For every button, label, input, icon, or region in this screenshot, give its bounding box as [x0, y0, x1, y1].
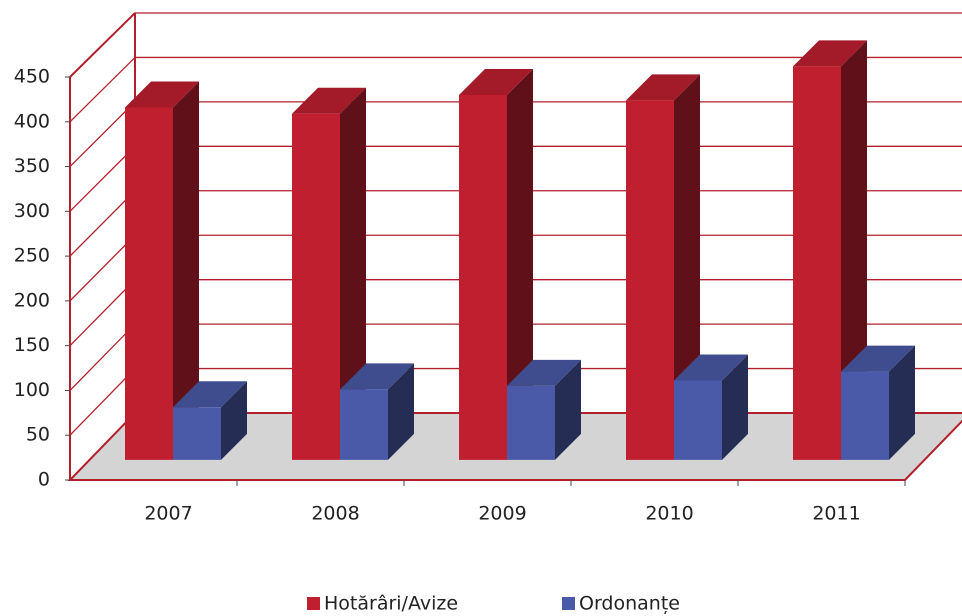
grid-line — [69, 368, 136, 436]
bar-top — [340, 363, 414, 390]
x-tick-label: 2010 — [645, 503, 693, 525]
bar — [459, 94, 507, 460]
bar-side — [555, 359, 581, 460]
bar — [793, 66, 841, 460]
bar-top — [507, 359, 581, 386]
bar-side — [722, 354, 748, 460]
bar-side — [173, 81, 199, 460]
y-tick-label: 100 — [14, 379, 50, 401]
bar — [626, 100, 674, 460]
y-tick-label: 350 — [14, 155, 50, 177]
legend-swatch — [562, 597, 575, 610]
grid-line — [69, 56, 136, 123]
bar-side — [221, 381, 247, 460]
y-tick-label: 250 — [14, 245, 50, 267]
bar-top — [674, 354, 748, 381]
bar-top — [173, 381, 247, 408]
bar-top — [292, 87, 366, 114]
y-tick-label: 300 — [14, 200, 50, 222]
y-tick-label: 450 — [14, 66, 50, 88]
grid-line — [69, 145, 136, 212]
bar-top — [841, 345, 915, 372]
bar-top — [793, 40, 867, 67]
legend-label: Ordonanțe — [579, 593, 680, 615]
bar-side — [340, 87, 366, 460]
grid-line — [69, 412, 136, 481]
bar-side — [388, 363, 414, 460]
grid-line — [69, 234, 136, 302]
bar — [125, 107, 173, 460]
bar-side — [507, 68, 533, 460]
bar-top — [626, 74, 700, 101]
y-tick-label: 0 — [38, 469, 50, 491]
grid-line — [69, 12, 136, 78]
bar-top — [125, 81, 199, 108]
y-tick-label: 150 — [14, 334, 50, 356]
bar-top — [459, 68, 533, 95]
y-tick-label: 50 — [26, 424, 50, 446]
bar — [841, 371, 889, 460]
x-tick-label: 2011 — [812, 503, 860, 525]
bar — [674, 380, 722, 460]
x-tick-label: 2009 — [478, 503, 526, 525]
bar-side — [889, 345, 915, 460]
grid-line — [69, 190, 136, 257]
grid-line — [69, 101, 136, 168]
bar — [292, 113, 340, 460]
legend-swatch — [307, 597, 320, 610]
x-tick-label: 2007 — [144, 503, 192, 525]
y-tick-label: 200 — [14, 289, 50, 311]
bar — [507, 385, 555, 460]
legend-label: Hotărâri/Avize — [324, 593, 458, 615]
grid-line — [69, 323, 136, 391]
grid-line — [69, 279, 136, 347]
y-tick-label: 400 — [14, 110, 50, 132]
bar — [173, 407, 221, 460]
x-tick-label: 2008 — [311, 503, 359, 525]
bar — [340, 389, 388, 460]
